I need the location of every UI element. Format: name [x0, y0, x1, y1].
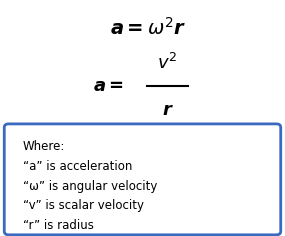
- Text: “a” is acceleration: “a” is acceleration: [23, 160, 132, 173]
- Text: $\boldsymbol{a = \omega^2 r}$: $\boldsymbol{a = \omega^2 r}$: [110, 17, 186, 38]
- Text: $\boldsymbol{r}$: $\boldsymbol{r}$: [162, 101, 173, 119]
- Text: “r” is radius: “r” is radius: [23, 219, 94, 232]
- FancyBboxPatch shape: [4, 124, 281, 235]
- Text: “ω” is angular velocity: “ω” is angular velocity: [23, 180, 157, 193]
- Text: $\boldsymbol{a =}$: $\boldsymbol{a =}$: [93, 77, 124, 95]
- Text: $\boldsymbol{v^2}$: $\boldsymbol{v^2}$: [157, 52, 178, 73]
- Text: “v” is scalar velocity: “v” is scalar velocity: [23, 199, 144, 212]
- Text: Where:: Where:: [23, 140, 65, 153]
